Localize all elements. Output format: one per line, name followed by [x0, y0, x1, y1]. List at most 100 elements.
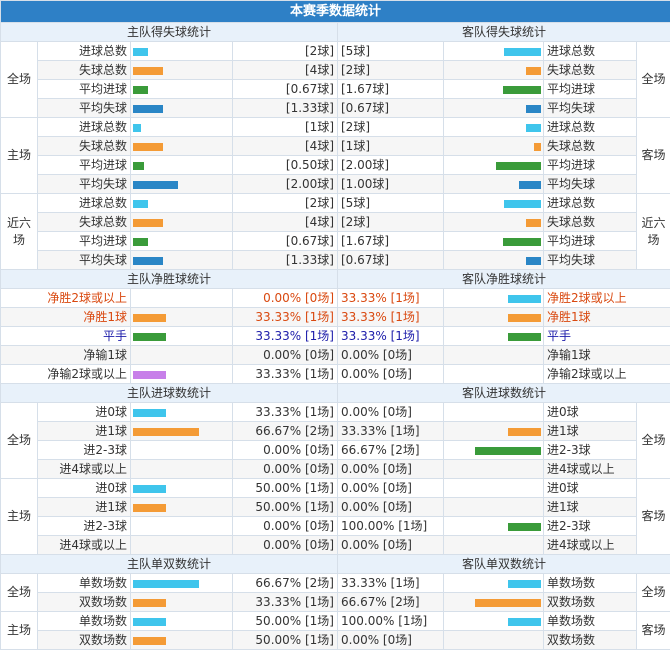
- home-value: 33.33% [1场]: [232, 326, 338, 346]
- home-bar-cell: [130, 421, 233, 441]
- group-label: 客场: [635, 478, 670, 555]
- home-bar-cell: [130, 231, 233, 251]
- away-value: 0.00% [0场]: [337, 497, 444, 517]
- home-bar-cell: [130, 307, 233, 327]
- away-bar-cell: [443, 497, 544, 517]
- home-value: 0.00% [0场]: [232, 535, 338, 555]
- row-label: 失球总数: [37, 212, 131, 232]
- row-label: 进2-3球: [37, 516, 131, 536]
- home-bar-cell: [130, 174, 233, 194]
- home-value: [4球]: [232, 60, 338, 80]
- row-label: 失球总数: [543, 136, 637, 156]
- data-row: 全场 单数场数 66.67% [2场] 33.33% [1场] 单数场数 全场: [0, 573, 670, 612]
- group-label: 全场: [635, 573, 670, 612]
- home-bar-cell: [130, 212, 233, 232]
- away-value: 0.00% [0场]: [337, 364, 444, 384]
- group-label: 全场: [0, 573, 38, 612]
- data-row: 进4球或以上 0.00% [0场] 0.00% [0场] 进4球或以上: [1, 535, 670, 555]
- home-value: [4球]: [232, 136, 338, 156]
- away-value: [1球]: [337, 136, 444, 156]
- home-value: [0.67球]: [232, 79, 338, 99]
- away-bar-cell: [443, 288, 544, 308]
- home-bar: [133, 408, 166, 417]
- home-value: 33.33% [1场]: [232, 402, 338, 422]
- away-bar: [508, 332, 541, 341]
- away-bar-cell: [443, 155, 544, 175]
- away-bar-cell: [443, 573, 544, 593]
- away-bar-cell: [443, 250, 544, 270]
- home-value: [4球]: [232, 212, 338, 232]
- home-section-title: 主队得失球统计: [0, 22, 338, 42]
- home-bar: [133, 579, 199, 588]
- data-row: 全场 进球总数 [2球] [5球] 进球总数 全场: [0, 41, 670, 118]
- home-section-title: 主队单双数统计: [0, 554, 338, 574]
- away-bar: [503, 47, 541, 56]
- away-value: [1.67球]: [337, 79, 444, 99]
- row-label: 进4球或以上: [37, 459, 131, 479]
- data-row: 主场 进0球 50.00% [1场] 0.00% [0场] 进0球 客场: [0, 478, 670, 555]
- away-bar: [508, 294, 541, 303]
- section-header: 主队得失球统计 客队得失球统计: [0, 22, 670, 42]
- row-label: 平均进球: [37, 79, 131, 99]
- away-bar: [525, 256, 541, 265]
- away-bar: [508, 522, 541, 531]
- row-label: 双数场数: [543, 630, 637, 650]
- home-bar-cell: [130, 611, 233, 631]
- away-bar-cell: [443, 212, 544, 232]
- home-bar: [133, 332, 166, 341]
- away-bar: [508, 617, 541, 626]
- away-bar-cell: [443, 79, 544, 99]
- row-label: 平均进球: [543, 231, 637, 251]
- home-bar: [133, 313, 166, 322]
- group-label: 主场: [0, 478, 38, 555]
- data-row: 进4球或以上 0.00% [0场] 0.00% [0场] 进4球或以上: [1, 459, 670, 479]
- home-bar-cell: [130, 117, 233, 137]
- home-bar-cell: [130, 497, 233, 517]
- data-row: 平均进球 [0.67球] [1.67球] 平均进球: [1, 79, 670, 99]
- group-label: 近六场: [635, 193, 670, 270]
- home-bar: [133, 218, 163, 227]
- group-label: 全场: [635, 41, 670, 118]
- group-label: 主场: [0, 117, 38, 194]
- home-value: 33.33% [1场]: [232, 307, 338, 327]
- home-value: [2球]: [232, 41, 338, 61]
- away-bar: [518, 180, 541, 189]
- row-label: 平均失球: [37, 250, 131, 270]
- home-value: [0.67球]: [232, 231, 338, 251]
- home-bar-cell: [130, 535, 233, 555]
- home-bar-cell: [130, 79, 233, 99]
- away-value: 0.00% [0场]: [337, 459, 444, 479]
- home-value: 50.00% [1场]: [232, 497, 338, 517]
- row-label: 进球总数: [543, 193, 637, 213]
- away-value: [1.00球]: [337, 174, 444, 194]
- away-bar-cell: [443, 174, 544, 194]
- away-bar-cell: [443, 611, 544, 631]
- data-row: 净胜2球或以上 0.00% [0场] 33.33% [1场] 净胜2球或以上: [0, 288, 670, 308]
- row-label: 平均进球: [37, 231, 131, 251]
- away-value: 33.33% [1场]: [337, 307, 444, 327]
- away-bar-cell: [443, 592, 544, 612]
- home-value: 66.67% [2场]: [232, 421, 338, 441]
- row-label: 进2-3球: [543, 440, 637, 460]
- row-label: 进球总数: [543, 117, 637, 137]
- row-label: 进1球: [543, 421, 637, 441]
- home-bar-cell: [130, 155, 233, 175]
- row-label: 进1球: [543, 497, 637, 517]
- home-bar: [133, 85, 149, 94]
- group-label: 客场: [635, 117, 670, 194]
- away-bar-cell: [443, 193, 544, 213]
- home-value: 33.33% [1场]: [232, 364, 338, 384]
- away-bar: [526, 123, 541, 132]
- away-value: [5球]: [337, 41, 444, 61]
- home-bar-cell: [130, 98, 233, 118]
- home-value: 0.00% [0场]: [232, 288, 338, 308]
- home-bar-cell: [130, 250, 233, 270]
- away-bar: [503, 85, 541, 94]
- data-row: 平手 33.33% [1场] 33.33% [1场] 平手: [0, 326, 670, 346]
- home-bar: [133, 199, 148, 208]
- home-bar-cell: [130, 41, 233, 61]
- home-value: [1.33球]: [232, 98, 338, 118]
- home-value: [1.33球]: [232, 250, 338, 270]
- row-label: 平均失球: [543, 98, 637, 118]
